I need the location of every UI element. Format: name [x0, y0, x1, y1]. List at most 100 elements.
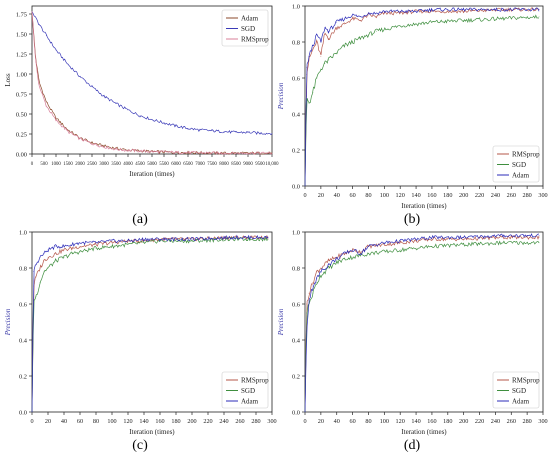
y-tick-label-d: 1.0: [292, 230, 300, 237]
x-tick-label-a: 10,000: [265, 162, 279, 167]
data-point-d-sgd: [538, 242, 540, 244]
data-point-b-sgd: [538, 16, 540, 18]
data-point-d-sgd: [316, 282, 318, 283]
data-point-a-adam: [46, 101, 47, 103]
x-tick-label-d: 60: [350, 418, 356, 425]
data-point-d-adam: [352, 249, 353, 251]
data-point-d-rmsprop: [312, 282, 314, 283]
data-point-d-rmsprop: [383, 244, 385, 245]
data-point-a-rmsprop: [38, 85, 40, 87]
x-tick-label-d: 80: [365, 418, 371, 425]
y-tick-label-c: 0.6: [19, 302, 27, 309]
data-point-d-adam: [360, 253, 361, 254]
data-point-b-rmsprop: [368, 14, 369, 16]
data-point-a-rmsprop: [175, 152, 177, 153]
y-tick-label-c: 1.0: [19, 230, 27, 237]
data-point-b-rmsprop: [360, 20, 361, 21]
x-tick-label-d: 20: [318, 418, 324, 425]
x-tick-label-d: 180: [443, 418, 452, 425]
data-point-b-adam: [320, 41, 322, 43]
data-point-c-sgd: [55, 260, 57, 262]
y-tick-label-a: 0.75: [16, 92, 27, 99]
data-point-a-rmsprop: [247, 152, 249, 154]
data-point-c-adam: [159, 238, 161, 240]
y-tick-label-a: 0.00: [16, 152, 27, 159]
data-point-a-rmsprop: [91, 143, 93, 144]
data-point-c-sgd: [63, 256, 65, 258]
data-point-d-sgd: [399, 249, 401, 251]
y-axis-label-a: Loss: [4, 73, 12, 87]
panel-label-a: (a): [132, 212, 148, 227]
data-point-b-adam: [415, 11, 417, 12]
data-point-a-rmsprop: [35, 61, 36, 63]
x-tick-label-b: 80: [365, 192, 371, 199]
data-point-d-rmsprop: [360, 251, 361, 253]
data-point-b-rmsprop: [324, 32, 326, 34]
data-point-d-rmsprop: [316, 271, 318, 272]
data-point-c-adam: [191, 238, 193, 240]
x-tick-label-b: 280: [522, 192, 531, 199]
x-tick-label-d: 300: [538, 418, 547, 425]
x-tick-label-c: 80: [93, 418, 99, 425]
data-point-d-sgd: [312, 292, 314, 294]
data-point-c-adam: [31, 411, 33, 413]
data-point-b-adam: [306, 66, 307, 68]
data-point-c-sgd: [95, 247, 97, 249]
panel-label-d: (d): [403, 438, 421, 453]
y-tick-label-b: 0.4: [292, 112, 301, 119]
data-point-a-rmsprop: [151, 151, 153, 152]
x-tick-label-a: 1500: [63, 162, 73, 167]
data-point-d-sgd: [431, 246, 433, 247]
data-point-a-rmsprop: [199, 152, 201, 154]
data-point-a-adam: [103, 145, 105, 147]
y-tick-label-a: 0.25: [16, 132, 27, 139]
data-point-a-sgd: [163, 122, 165, 124]
x-tick-label-b: 260: [507, 192, 516, 199]
x-tick-label-a: 8000: [219, 162, 229, 167]
data-point-c-adam: [231, 237, 233, 238]
x-tick-label-b: 0: [303, 192, 306, 199]
data-point-d-adam: [312, 285, 314, 287]
data-point-c-sgd: [71, 253, 73, 254]
x-tick-label-a: 1000: [51, 162, 61, 167]
data-point-b-sgd: [376, 30, 377, 32]
data-point-d-adam: [328, 264, 330, 265]
y-axis-label-d: Precision: [277, 308, 285, 336]
data-point-d-rmsprop: [415, 240, 417, 242]
data-point-b-sgd: [502, 18, 504, 19]
y-tick-label-b: 1.0: [292, 4, 300, 11]
data-point-b-adam: [308, 56, 310, 57]
data-point-a-sgd: [79, 76, 81, 77]
data-point-b-sgd: [415, 23, 417, 25]
data-point-d-adam: [306, 330, 307, 332]
data-point-c-sgd: [127, 244, 129, 245]
data-point-a-sgd: [223, 131, 225, 132]
x-tick-label-c: 200: [187, 418, 196, 425]
data-point-b-rmsprop: [344, 23, 346, 25]
x-tick-label-b: 180: [443, 192, 452, 199]
data-point-d-adam: [316, 278, 318, 280]
x-tick-label-a: 6000: [171, 162, 181, 167]
series-line-b-rmsprop: [304, 7, 540, 187]
data-point-b-sgd: [320, 68, 322, 70]
legend-box-b: [492, 145, 540, 183]
x-tick-label-c: 180: [171, 418, 180, 425]
data-point-a-rmsprop: [223, 152, 225, 154]
data-point-c-adam: [39, 256, 41, 258]
data-point-c-rmsprop: [55, 253, 57, 254]
data-point-c-rmsprop: [111, 242, 113, 244]
data-point-a-adam: [38, 81, 40, 83]
data-point-b-rmsprop: [431, 11, 433, 12]
x-tick-label-a: 9500: [255, 162, 265, 167]
x-tick-label-a: 4000: [123, 162, 133, 167]
x-tick-label-a: 0: [31, 162, 34, 167]
data-point-d-adam: [415, 238, 417, 240]
y-tick-label-a: 1.25: [16, 52, 27, 59]
x-tick-label-b: 160: [427, 192, 436, 199]
x-tick-label-b: 20: [318, 192, 324, 199]
data-point-d-rmsprop: [328, 260, 330, 262]
data-point-b-adam: [399, 11, 401, 12]
data-point-d-adam: [399, 240, 401, 242]
